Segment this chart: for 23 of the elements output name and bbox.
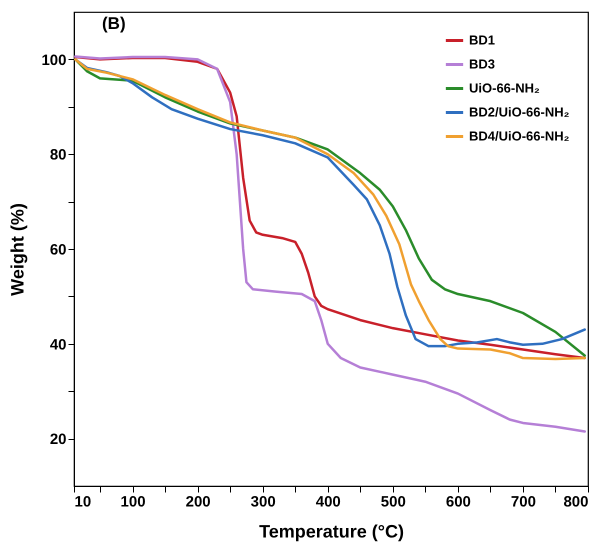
x-tick-label: 400	[316, 494, 341, 510]
x-tick-label: 200	[186, 494, 211, 510]
y-tick-label: 40	[50, 336, 66, 354]
x-tick-label: 100	[120, 494, 146, 510]
legend-label: BD3	[469, 56, 496, 72]
legend-label: BD1	[469, 32, 496, 48]
annotation: (B)	[102, 14, 126, 33]
x-tick-label: 600	[446, 494, 471, 510]
y-tick-label: 100	[41, 52, 66, 69]
x-tick-label: 10	[74, 494, 92, 510]
x-tick-label: 300	[250, 494, 276, 510]
y-axis-title: Weight (%)	[7, 203, 28, 296]
legend-label: BD2/UiO-66-NH₂	[469, 104, 570, 120]
y-tick-label: 60	[50, 242, 66, 258]
x-tick-label: 700	[510, 494, 536, 510]
y-tick-label: 80	[50, 146, 66, 164]
x-axis-title: Temperature (°C)	[259, 522, 404, 542]
line-series	[74, 55, 586, 433]
x-tick-label: 800	[563, 494, 588, 510]
legend-label: UiO-66-NH₂	[469, 80, 540, 96]
y-tick-label: 20	[50, 431, 66, 448]
x-tick-label: 500	[380, 494, 406, 510]
legend-label: BD4/UiO-66-NH₂	[469, 128, 570, 144]
